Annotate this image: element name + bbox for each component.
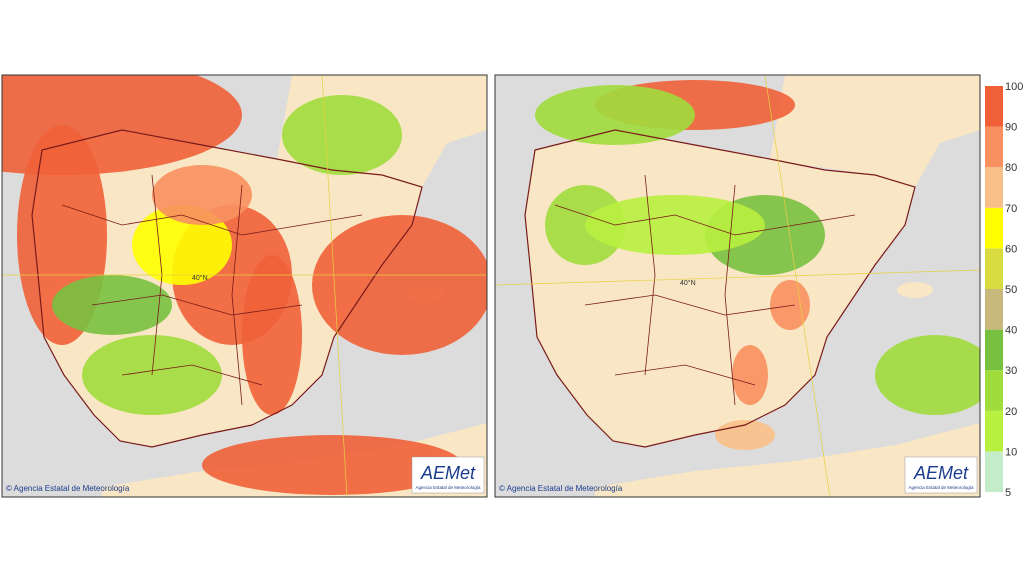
borders: [524, 129, 916, 448]
legend-tick-label: 90: [1005, 122, 1017, 134]
logo: AEMet: [420, 463, 476, 483]
precip-area: [282, 95, 402, 175]
legend-swatch: [985, 86, 1003, 127]
legend-swatch: [985, 167, 1003, 208]
latitude-label: 40°N: [680, 279, 696, 287]
legend-tick-label: 40: [1005, 325, 1017, 337]
precip-area: [312, 215, 487, 355]
land: [595, 423, 980, 497]
precip-area: [242, 255, 302, 415]
legend-tick-label: 60: [1005, 243, 1017, 255]
legend-tick-label: 10: [1005, 446, 1017, 458]
legend-tick-label: 5: [1005, 487, 1011, 499]
logo: AEMet: [913, 463, 969, 483]
island: [897, 282, 933, 298]
precip-area: [875, 335, 980, 415]
legend-tick-label: 30: [1005, 365, 1017, 377]
map: 40°N © Agencia Estatal de Meteorología AEM…: [1, 74, 488, 498]
precip-area: [535, 85, 695, 145]
parallel: [495, 269, 980, 286]
legend-swatch: [985, 451, 1003, 492]
legend-tick-label: 20: [1005, 406, 1017, 418]
legend-swatch: [985, 370, 1003, 411]
logo-subtitle: Agencia Estatal de Meteorología: [415, 485, 481, 490]
regions: [554, 174, 856, 406]
precip-area: [52, 275, 172, 335]
map: 40°N © Agencia Estatal de Meteorología AEM…: [494, 74, 981, 498]
legend-swatch: [985, 410, 1003, 452]
frame: [1, 74, 488, 498]
land: [770, 75, 980, 187]
legend-swatch: [985, 289, 1003, 330]
frame: [494, 74, 981, 498]
latitude-label: 40°N: [192, 274, 208, 282]
legend-swatch: [985, 207, 1003, 249]
precip-area: [732, 345, 768, 405]
legend-tick-label: 100: [1005, 81, 1023, 93]
legend-tick-label: 80: [1005, 162, 1017, 174]
legend-swatch: [985, 126, 1003, 168]
borders: [31, 129, 423, 448]
logo-box: [411, 456, 485, 494]
logo-subtitle: Agencia Estatal de Meteorología: [908, 485, 974, 490]
copyright: © Agencia Estatal de Meteorología: [499, 484, 623, 493]
map-body: 40°N: [495, 75, 980, 497]
legend-tick-label: 70: [1005, 203, 1017, 215]
legend-swatch: [985, 248, 1003, 289]
map-body: 40°N: [2, 75, 487, 497]
precip-area: [202, 435, 462, 495]
logo-box: [904, 456, 978, 494]
regions: [61, 174, 363, 406]
copyright: © Agencia Estatal de Meteorología: [6, 484, 130, 493]
legend-swatch: [985, 329, 1003, 371]
precip-area: [585, 195, 765, 255]
meridian: [321, 75, 348, 497]
legend-tick-label: 50: [1005, 284, 1017, 296]
meridian: [764, 75, 831, 497]
precip-area: [152, 165, 252, 225]
precip-area: [770, 280, 810, 330]
